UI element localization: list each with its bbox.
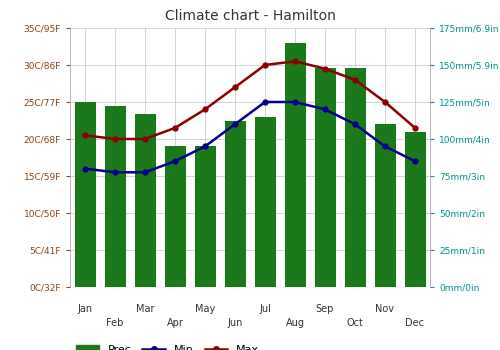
Text: Sep: Sep (316, 304, 334, 314)
Text: Jan: Jan (78, 304, 92, 314)
Text: Nov: Nov (376, 304, 394, 314)
Text: Dec: Dec (406, 317, 424, 328)
Bar (344, 68, 366, 287)
Bar (194, 146, 216, 287)
Text: Oct: Oct (346, 317, 364, 328)
Bar (134, 114, 156, 287)
Legend: Prec, Min, Max: Prec, Min, Max (72, 340, 264, 350)
Bar (254, 117, 276, 287)
Bar (284, 43, 306, 287)
Text: May: May (195, 304, 215, 314)
Text: Apr: Apr (166, 317, 184, 328)
Text: Feb: Feb (106, 317, 124, 328)
Text: Jul: Jul (259, 304, 271, 314)
Bar (164, 146, 186, 287)
Bar (374, 124, 396, 287)
Text: Aug: Aug (286, 317, 304, 328)
Bar (74, 102, 96, 287)
Text: Jun: Jun (228, 317, 242, 328)
Text: Mar: Mar (136, 304, 154, 314)
Title: Climate chart - Hamilton: Climate chart - Hamilton (164, 9, 336, 23)
Bar (314, 68, 336, 287)
Bar (224, 121, 246, 287)
Bar (404, 132, 425, 287)
Bar (104, 106, 126, 287)
